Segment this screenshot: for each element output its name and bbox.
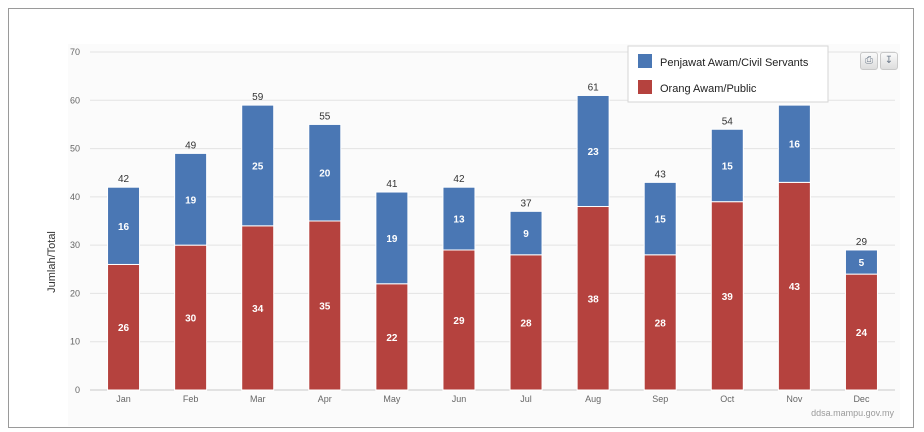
x-tick-label: May — [383, 394, 401, 404]
bar-segment-civil-servants — [509, 210, 543, 256]
bar-segment-civil-servants — [777, 104, 811, 183]
bar-segment-civil-servants — [710, 128, 744, 203]
bar-segment-public — [509, 254, 543, 391]
bar-segment-public — [308, 220, 342, 391]
segment-value-label: 19 — [386, 234, 398, 245]
segment-value-label: 16 — [789, 140, 801, 151]
segment-value-label: 28 — [520, 318, 532, 329]
print-icon[interactable]: ⎙ — [860, 52, 878, 70]
x-tick-label: Feb — [183, 394, 199, 404]
bar-segment-civil-servants — [442, 186, 476, 251]
total-value-label: 54 — [722, 116, 734, 127]
bar-segment-civil-servants — [308, 123, 342, 222]
x-tick-label: Dec — [853, 394, 870, 404]
segment-value-label: 28 — [655, 318, 667, 329]
bar-segment-civil-servants — [576, 94, 610, 208]
x-tick-label: Aug — [585, 394, 601, 404]
bar-segment-civil-servants — [241, 104, 275, 227]
x-tick-label: Nov — [786, 394, 803, 404]
x-tick-labels: Jan Feb Mar Apr May Jun Jul Aug Sep Oct Nov Dec — [116, 394, 870, 404]
x-tick-label: Oct — [720, 394, 735, 404]
total-value-label: 42 — [118, 174, 130, 185]
segment-value-label: 23 — [588, 147, 600, 158]
bar-segment-civil-servants — [174, 152, 208, 246]
credit-text: ddsa.mampu.gov.my — [811, 408, 894, 418]
bars — [107, 94, 878, 391]
segment-value-label: 25 — [252, 161, 264, 172]
total-value-label: 42 — [453, 174, 465, 185]
x-tick-label: Apr — [318, 394, 332, 404]
bar-segment-public — [442, 249, 476, 391]
total-value-label: 61 — [588, 82, 600, 93]
segment-value-label: 15 — [655, 215, 667, 226]
x-tick-label: Sep — [652, 394, 668, 404]
total-value-label: 55 — [319, 111, 331, 122]
segment-value-label: 30 — [185, 314, 197, 325]
bar-segment-public — [241, 225, 275, 391]
segment-value-label: 22 — [386, 333, 398, 344]
total-value-label: 29 — [856, 237, 868, 248]
y-tick-label: 30 — [70, 240, 80, 250]
bar-segment-civil-servants — [107, 186, 141, 265]
bar-segment-civil-servants — [643, 181, 677, 256]
legend: Penjawat Awam/Civil Servants Orang Awam/… — [627, 45, 829, 103]
bar-segment-public — [844, 273, 878, 391]
segment-value-label: 34 — [252, 304, 264, 315]
y-axis-label: Jumlah/Total — [46, 231, 58, 293]
bar-segment-public — [643, 254, 677, 391]
segment-value-label: 26 — [118, 323, 130, 334]
legend-swatch-civil-servants — [638, 54, 652, 68]
legend-swatch-public — [638, 80, 652, 94]
segment-value-label: 9 — [523, 229, 529, 240]
bar-segment-public — [777, 181, 811, 391]
gridlines — [90, 51, 895, 391]
y-tick-label: 70 — [70, 47, 80, 57]
total-value-label: 37 — [520, 198, 532, 209]
y-tick-label: 50 — [70, 144, 80, 154]
y-tick-label: 10 — [70, 337, 80, 347]
segment-value-label: 43 — [789, 282, 801, 293]
bar-segment-public — [576, 206, 610, 391]
total-value-label: 43 — [655, 169, 667, 180]
download-icon[interactable]: ↧ — [880, 52, 898, 70]
bar-segment-civil-servants — [375, 191, 409, 285]
y-tick-label: 20 — [70, 288, 80, 298]
segment-value-label: 15 — [722, 161, 734, 172]
segment-value-label: 19 — [185, 195, 197, 206]
total-value-label: 49 — [185, 140, 197, 151]
x-tick-label: Jan — [116, 394, 131, 404]
segment-value-label: 5 — [859, 258, 865, 269]
x-tick-label: Jun — [452, 394, 467, 404]
bar-segment-public — [710, 201, 744, 391]
total-value-label: 41 — [386, 179, 398, 190]
y-tick-label: 0 — [75, 385, 80, 395]
y-tick-label: 60 — [70, 95, 80, 105]
segment-value-label: 39 — [722, 292, 734, 303]
legend-label-public: Orang Awam/Public — [660, 83, 757, 95]
segment-value-label: 16 — [118, 222, 130, 233]
segment-value-label: 20 — [319, 169, 331, 180]
bar-segment-civil-servants — [844, 249, 878, 275]
x-tick-label: Jul — [520, 394, 532, 404]
total-value-label: 59 — [252, 92, 264, 103]
segment-value-label: 24 — [856, 328, 868, 339]
legend-label-civil-servants: Penjawat Awam/Civil Servants — [660, 57, 809, 69]
segment-value-label: 29 — [453, 316, 465, 327]
y-tick-labels: 0 10 20 30 40 50 60 70 — [70, 47, 80, 395]
segment-value-label: 13 — [453, 215, 465, 226]
y-tick-label: 40 — [70, 192, 80, 202]
segment-value-label: 35 — [319, 302, 331, 313]
segment-value-label: 38 — [588, 294, 600, 305]
bar-segment-public — [375, 283, 409, 391]
x-tick-label: Mar — [250, 394, 266, 404]
